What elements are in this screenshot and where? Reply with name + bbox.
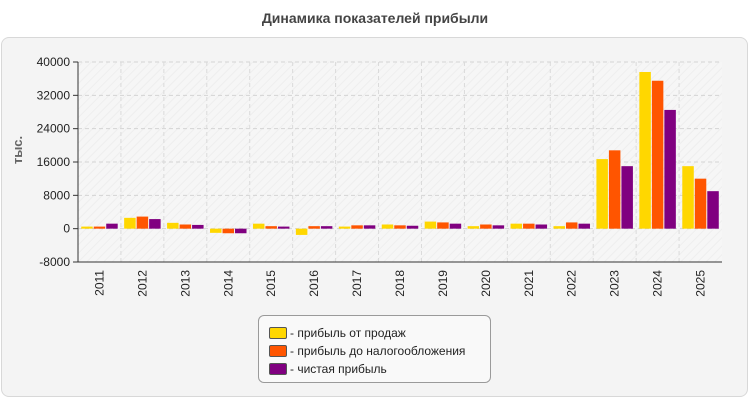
bar [235, 228, 247, 234]
bar [424, 221, 437, 229]
bar [338, 226, 351, 229]
bar [480, 224, 492, 229]
y-tick-label: 8000 [43, 188, 70, 202]
bar [277, 226, 290, 229]
legend-label-sales-profit: - прибыль от продаж [290, 326, 406, 340]
bar [406, 225, 419, 229]
bar [106, 223, 118, 229]
x-tick-label: 2025 [694, 270, 708, 297]
bar [553, 226, 565, 229]
bar [210, 228, 222, 233]
bar [510, 223, 523, 229]
bar [136, 216, 149, 229]
bar [565, 222, 578, 229]
bar [381, 224, 394, 229]
x-tick-label: 2015 [264, 270, 278, 297]
x-tick-label: 2016 [307, 270, 321, 297]
bar [639, 72, 651, 229]
bar [320, 226, 333, 229]
x-tick-label: 2013 [178, 270, 192, 297]
x-tick-label: 2024 [651, 270, 665, 297]
bar [351, 225, 363, 229]
bar [664, 109, 676, 229]
bar [81, 226, 93, 229]
legend-item-net-profit: - чистая прибыль [269, 360, 490, 378]
bar [467, 226, 480, 229]
bar [523, 223, 535, 229]
x-tick-label: 2017 [350, 270, 364, 297]
chart-title: Динамика показателей прибыли [261, 10, 489, 26]
bar [578, 223, 590, 229]
legend-label-net-profit: - чистая прибыль [290, 362, 387, 376]
y-tick-label: 32000 [37, 88, 71, 102]
bar [222, 228, 235, 234]
legend-item-sales-profit: - прибыль от продаж [269, 324, 490, 342]
bar [596, 159, 608, 229]
y-tick-label: 40000 [37, 55, 71, 69]
bar [192, 224, 204, 229]
bar [694, 178, 707, 229]
axes: -8000 0 8000 16000 24000 32000 40000 2011 2012 20… [37, 55, 722, 297]
bar [492, 225, 505, 229]
bar [707, 191, 719, 229]
bar [295, 228, 308, 235]
bar [124, 217, 136, 229]
bar [252, 223, 265, 229]
bar [308, 226, 320, 229]
bar [437, 222, 449, 229]
x-tick-label: 2021 [522, 270, 536, 297]
bar [265, 226, 277, 229]
legend-swatch-pretax-profit [269, 345, 287, 357]
x-tick-label: 2014 [221, 270, 235, 297]
x-tick-label: 2011 [92, 270, 106, 296]
bar [149, 219, 161, 229]
bar [682, 166, 694, 229]
bar [608, 150, 621, 229]
legend-item-pretax-profit: - прибыль до налогообложения [269, 342, 490, 360]
legend-swatch-sales-profit [269, 327, 287, 339]
legend-label-pretax-profit: - прибыль до налогообложения [290, 344, 466, 358]
bar [363, 225, 376, 229]
y-tick-label: 16000 [37, 155, 71, 169]
bars [81, 72, 719, 235]
bar [621, 166, 633, 229]
y-tick-label: -8000 [39, 255, 70, 269]
x-tick-label: 2020 [479, 270, 493, 297]
x-tick-label: 2012 [135, 270, 149, 297]
x-tick-label: 2018 [393, 270, 407, 297]
y-axis-label: тыс. [10, 136, 25, 164]
x-tick-label: 2022 [565, 270, 579, 297]
y-tick-label: 0 [63, 222, 70, 236]
y-tick-label: 24000 [37, 122, 71, 136]
bar [167, 222, 179, 229]
chart-legend: - прибыль от продаж - прибыль до налогоо… [258, 315, 491, 383]
bar [535, 224, 548, 229]
x-tick-label: 2019 [436, 270, 450, 297]
legend-swatch-net-profit [269, 363, 287, 375]
bar [651, 80, 664, 229]
bar [449, 223, 462, 229]
bar [179, 224, 192, 229]
bar [93, 226, 106, 229]
x-tick-label: 2023 [608, 270, 622, 297]
bar [394, 225, 406, 229]
